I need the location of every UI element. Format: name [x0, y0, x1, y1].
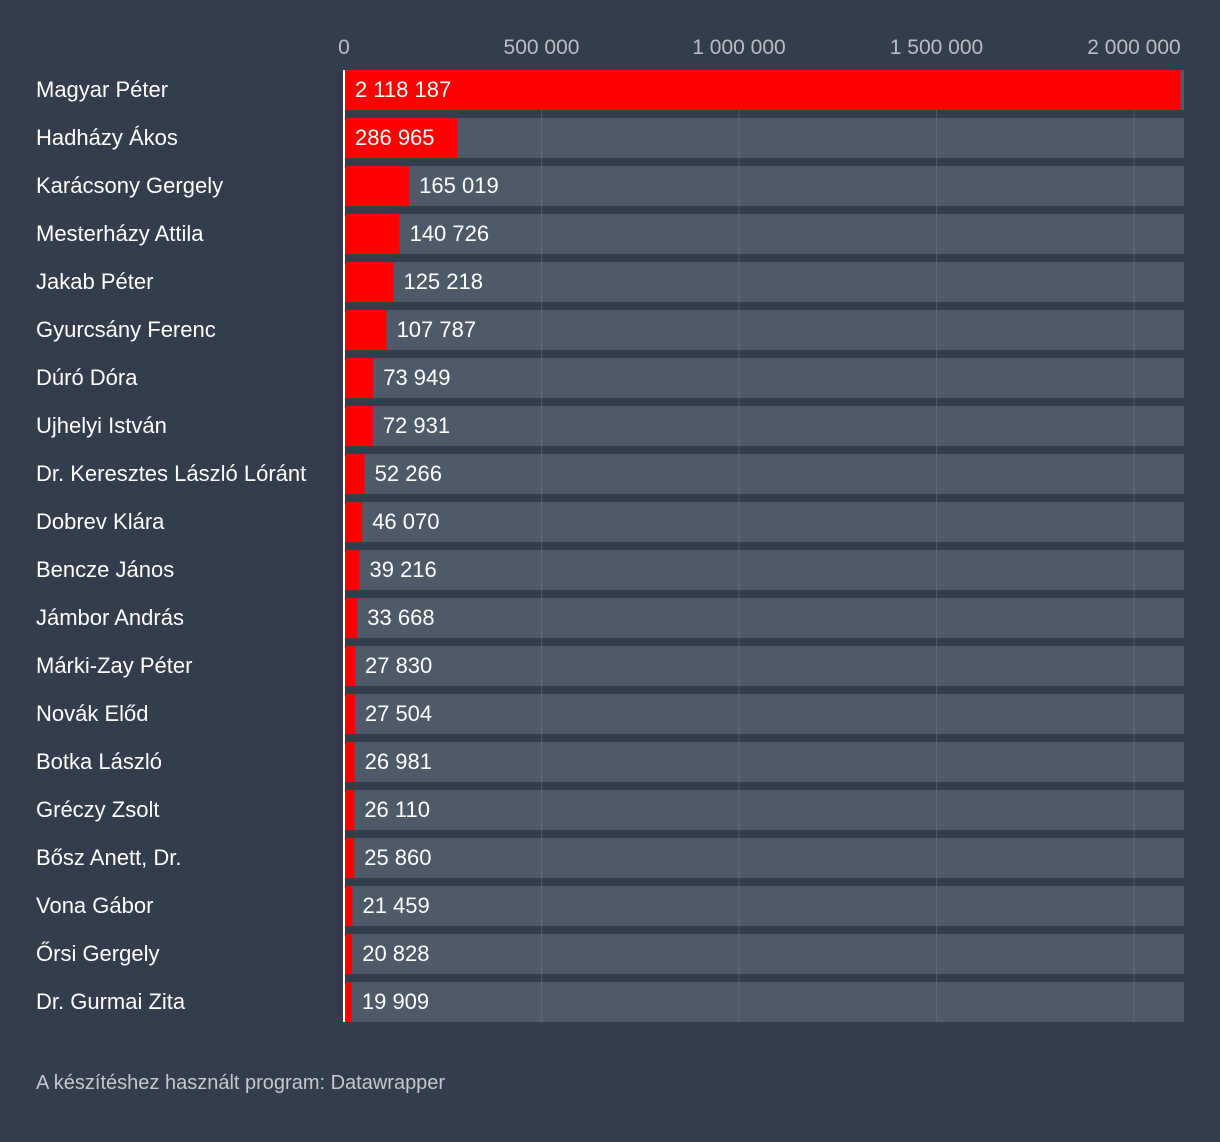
- data-label: 25 860: [364, 845, 431, 870]
- category-label: Jakab Péter: [36, 269, 153, 294]
- category-label: Vona Gábor: [36, 893, 153, 918]
- bar: [344, 118, 458, 158]
- bar-track: [344, 886, 1184, 926]
- category-label: Novák Előd: [36, 701, 149, 726]
- category-label: Ujhelyi István: [36, 413, 167, 438]
- bar: [344, 838, 355, 878]
- bar-track: [344, 118, 1184, 158]
- bar: [344, 934, 353, 974]
- category-label: Gyurcsány Ferenc: [36, 317, 216, 342]
- data-label: 20 828: [362, 941, 429, 966]
- bar-track: [344, 598, 1184, 638]
- bar: [344, 598, 358, 638]
- bar-track: [344, 982, 1184, 1022]
- category-label: Karácsony Gergely: [36, 173, 223, 198]
- category-label: Botka László: [36, 749, 162, 774]
- data-label: 73 949: [383, 365, 450, 390]
- category-label: Bősz Anett, Dr.: [36, 845, 182, 870]
- data-label: 2 118 187: [355, 77, 451, 102]
- data-label: 140 726: [410, 221, 490, 246]
- bar-track: [344, 934, 1184, 974]
- bar-track: [344, 550, 1184, 590]
- data-label: 125 218: [403, 269, 483, 294]
- bar-track: [344, 502, 1184, 542]
- category-label: Dr. Keresztes László Lóránt: [36, 461, 306, 486]
- category-label: Jámbor András: [36, 605, 184, 630]
- data-label: 286 965: [355, 125, 435, 150]
- category-label: Dobrev Klára: [36, 509, 165, 534]
- bar-track: [344, 694, 1184, 734]
- data-label: 26 981: [365, 749, 432, 774]
- x-tick-label: 500 000: [504, 36, 580, 59]
- footer-credit: A készítéshez használt program: Datawrap…: [36, 1072, 446, 1094]
- bar-track: [344, 166, 1184, 206]
- x-tick-label: 1 500 000: [890, 36, 983, 59]
- data-label: 165 019: [419, 173, 499, 198]
- data-label: 107 787: [397, 317, 477, 342]
- bar-track: [344, 406, 1184, 446]
- bar: [344, 694, 355, 734]
- data-label: 27 504: [365, 701, 432, 726]
- bar: [344, 262, 394, 302]
- bar-track: [344, 454, 1184, 494]
- bar: [344, 310, 387, 350]
- data-label: 72 931: [383, 413, 450, 438]
- category-label: Márki-Zay Péter: [36, 653, 192, 678]
- category-label: Bencze János: [36, 557, 174, 582]
- category-label: Dr. Gurmai Zita: [36, 989, 186, 1014]
- category-label: Gréczy Zsolt: [36, 797, 159, 822]
- bar-track: [344, 742, 1184, 782]
- bar: [344, 358, 374, 398]
- data-label: 27 830: [365, 653, 432, 678]
- bar-track: [344, 358, 1184, 398]
- x-tick-label: 2 000 000: [1087, 36, 1180, 59]
- x-tick-label: 1 000 000: [692, 36, 785, 59]
- bar: [344, 454, 365, 494]
- bar: [344, 502, 363, 542]
- data-label: 21 459: [362, 893, 429, 918]
- category-label: Őrsi Gergely: [36, 941, 159, 966]
- x-tick-label: 0: [338, 36, 350, 59]
- category-label: Magyar Péter: [36, 77, 168, 102]
- bar-track: [344, 790, 1184, 830]
- data-label: 26 110: [364, 797, 430, 822]
- bar: [344, 406, 373, 446]
- bar: [344, 790, 355, 830]
- bar: [344, 166, 410, 206]
- data-label: 46 070: [372, 509, 439, 534]
- data-label: 19 909: [362, 989, 429, 1014]
- bar: [344, 886, 353, 926]
- bar: [344, 646, 355, 686]
- category-label: Mesterházy Attila: [36, 221, 204, 246]
- bar: [344, 742, 355, 782]
- bar-track: [344, 646, 1184, 686]
- bar-track: [344, 214, 1184, 254]
- bar-track: [344, 262, 1184, 302]
- data-label: 33 668: [367, 605, 434, 630]
- bar-track: [344, 838, 1184, 878]
- bar: [344, 70, 1181, 110]
- bar: [344, 982, 352, 1022]
- bar: [344, 550, 360, 590]
- bar-track: [344, 310, 1184, 350]
- category-label: Hadházy Ákos: [36, 125, 178, 150]
- data-label: 39 216: [369, 557, 436, 582]
- category-label: Dúró Dóra: [36, 365, 138, 390]
- data-label: 52 266: [375, 461, 442, 486]
- bar: [344, 214, 400, 254]
